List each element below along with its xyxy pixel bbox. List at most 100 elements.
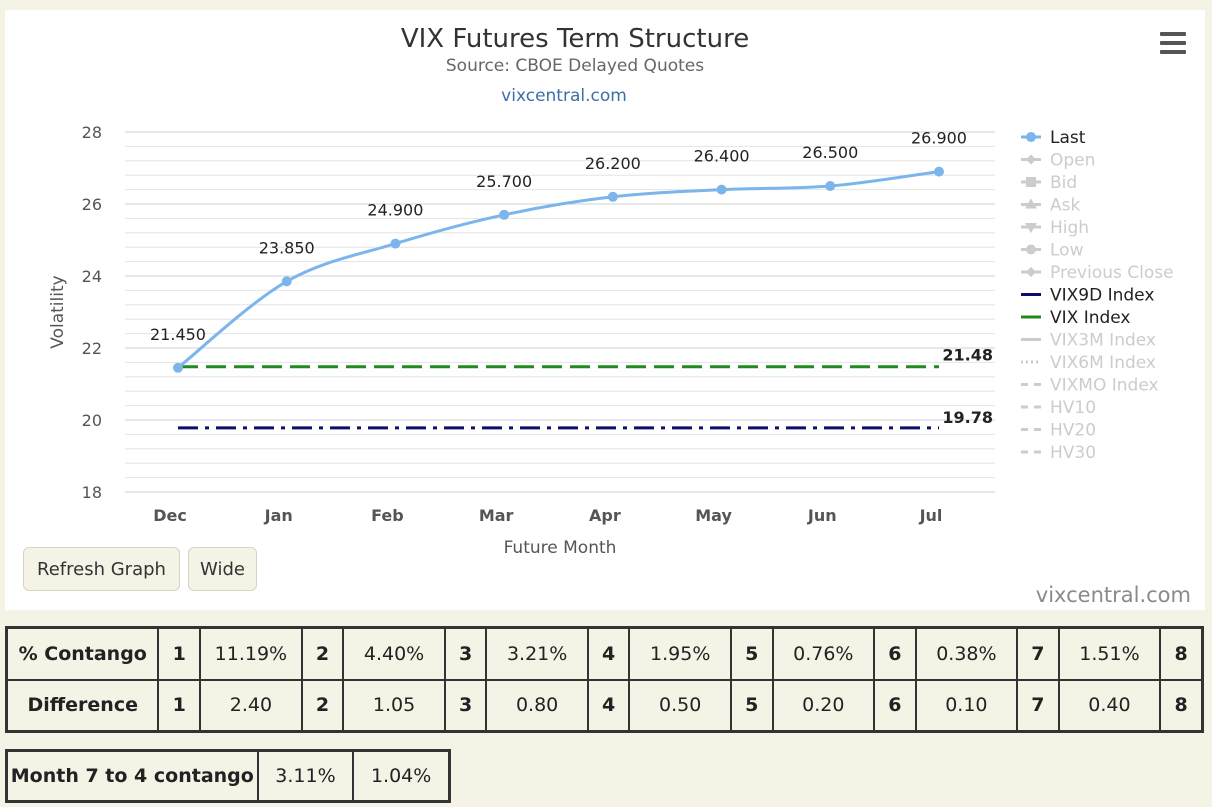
legend-item[interactable]: Last [1021,128,1086,148]
legend-item[interactable]: VIXMO Index [1021,376,1159,396]
legend-label: Low [1050,241,1084,261]
month-number-cell: 7 [1016,678,1060,733]
value-cell: 3.21% [485,626,589,681]
row-label: Difference [5,678,160,733]
legend-item[interactable]: HV10 [1021,398,1096,418]
legend-item[interactable]: Open [1021,151,1095,171]
x-tick-label: May [695,506,732,525]
value-cell: 0.38% [914,626,1019,681]
legend-label: VIX Index [1050,308,1131,328]
table-row: Difference 1 2.40 2 1.05 3 0.80 4 0.50 5 0.20 6 0.10… [5,678,1204,733]
last-data-point [934,166,944,177]
vix-data-label: 21.48 [942,346,993,365]
month-number-cell: 8 [1159,678,1204,733]
month-contango-value: 3.11% [256,749,355,803]
chart-link[interactable]: vixcentral.com [501,86,627,106]
value-cell: 0.20 [771,678,876,733]
value-cell: 1.51% [1057,626,1162,681]
x-tick-label: Apr [589,506,621,525]
month-number-cell: 2 [300,626,345,681]
month-number-cell: 1 [157,626,202,681]
y-tick-label: 24 [82,267,102,286]
month-number-cell: 1 [157,678,202,733]
x-axis-label: Future Month [504,538,617,558]
legend-item[interactable]: Low [1021,241,1084,261]
x-tick-label: Jan [264,506,293,525]
vix9d-data-label: 19.78 [942,408,993,427]
legend-item[interactable]: Previous Close [1021,263,1174,283]
last-data-point [281,276,292,287]
month-number-cell: 6 [873,678,917,733]
last-data-point [607,191,618,202]
value-cell: 1.05 [342,678,446,733]
last-data-label: 26.900 [911,129,967,148]
y-tick-label: 28 [82,123,102,142]
month-number-cell: 7 [1016,626,1060,681]
value-cell: 0.50 [628,678,732,733]
x-tick-label: Jun [807,506,837,525]
chart-panel: VIX Futures Term Structure Source: CBOE D… [5,10,1205,610]
x-tick-label: Mar [479,506,514,525]
value-cell: 2.40 [199,678,303,733]
legend-item[interactable]: VIX Index [1021,308,1131,328]
legend-item[interactable]: VIX3M Index [1021,331,1156,351]
menu-icon[interactable] [1160,32,1186,54]
legend-diamond-icon [1026,267,1036,277]
value-cell: 0.40 [1057,678,1162,733]
row-label: % Contango [5,626,160,681]
legend-diamond-icon [1026,154,1036,165]
legend-label: Open [1050,151,1095,171]
legend-item[interactable]: HV30 [1021,443,1096,463]
month-number-cell: 4 [586,678,631,733]
legend-square-icon [1026,177,1036,187]
refresh-graph-button[interactable]: Refresh Graph [23,547,180,591]
legend-item[interactable]: VIX9D Index [1021,286,1154,306]
month-contango-value: 1.04% [352,749,451,803]
legend-item[interactable]: Ask [1021,196,1080,216]
last-series-line [177,170,940,369]
month-contango-table: Month 7 to 4 contango 3.11% 1.04% [5,749,451,803]
legend-label: HV10 [1050,398,1096,418]
legend-label: Previous Close [1050,263,1174,283]
y-tick-label: 20 [82,411,102,430]
legend-item[interactable]: VIX6M Index [1021,353,1156,373]
last-data-label: 26.200 [585,154,641,173]
last-data-point [825,181,836,191]
legend-label: HV30 [1050,443,1096,463]
watermark-text: vixcentral.com [1035,583,1191,607]
last-data-label: 23.850 [259,238,315,257]
last-data-point [173,362,183,373]
month-number-cell: 5 [729,678,774,733]
last-data-label: 26.500 [802,143,858,162]
month-number-cell: 6 [873,626,917,681]
last-data-label: 25.700 [476,172,532,191]
legend-item[interactable]: HV20 [1021,421,1096,441]
x-tick-label: Dec [153,506,187,525]
legend-item[interactable]: Bid [1021,173,1077,193]
value-cell: 0.80 [485,678,589,733]
month-number-cell: 8 [1159,626,1204,681]
legend-label: VIX9D Index [1050,286,1154,306]
value-cell: 11.19% [199,626,303,681]
month-number-cell: 2 [300,678,345,733]
wide-button[interactable]: Wide [188,547,257,591]
contango-table: % Contango 1 11.19% 2 4.40% 3 3.21% 4 1.95% 5 0.76… [5,626,1204,733]
last-data-label: 26.400 [694,147,750,166]
last-data-point [390,238,401,249]
chart-title: VIX Futures Term Structure [401,24,749,54]
legend-label: Last [1050,128,1086,148]
y-axis-label: Volatility [48,275,68,348]
value-cell: 1.95% [628,626,732,681]
legend-triangle-down-icon [1025,223,1037,233]
legend-item[interactable]: High [1021,218,1089,238]
legend-label: VIX6M Index [1050,353,1156,373]
x-tick-label: Jul [919,506,943,525]
table-row: Month 7 to 4 contango 3.11% 1.04% [5,749,451,803]
value-cell: 0.10 [914,678,1019,733]
last-data-label: 24.900 [367,201,423,220]
legend-label: Bid [1050,173,1077,193]
last-data-point [499,209,510,220]
value-cell: 4.40% [342,626,446,681]
month-number-cell: 4 [586,626,631,681]
